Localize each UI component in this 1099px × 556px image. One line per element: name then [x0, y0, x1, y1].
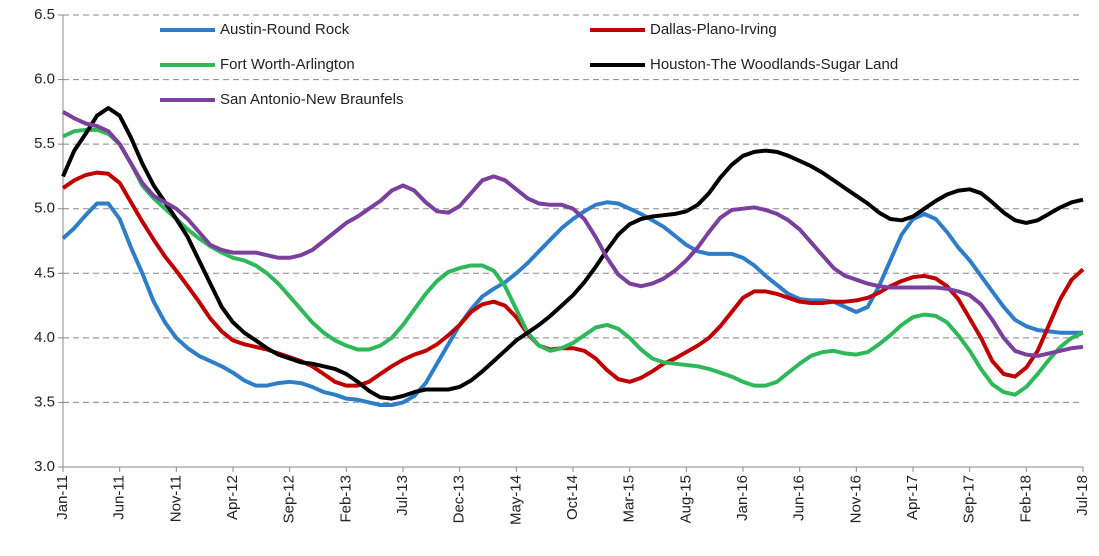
- y-tick-label: 4.0: [34, 329, 55, 346]
- legend-label: Houston-The Woodlands-Sugar Land: [650, 56, 898, 73]
- series-line: [61, 200, 1083, 407]
- y-tick-label: 3.0: [34, 458, 55, 475]
- legend-label: Austin-Round Rock: [220, 21, 350, 38]
- y-tick-label: 6.5: [34, 6, 55, 23]
- series-line: [62, 110, 1084, 358]
- series-line: [61, 170, 1085, 388]
- x-tick-label: Aug-15: [677, 475, 694, 523]
- x-tick-label: Apr-12: [224, 475, 241, 520]
- x-tick-label: Sep-12: [281, 475, 298, 523]
- legend-label: Dallas-Plano-Irving: [650, 21, 777, 38]
- x-tick-label: Jul-18: [1074, 475, 1091, 516]
- series-line: [61, 106, 1084, 401]
- x-tick-label: May-14: [507, 475, 524, 525]
- x-tick-label: Jun-11: [111, 475, 128, 520]
- y-tick-label: 5.0: [34, 200, 55, 217]
- x-tick-label: Mar-15: [621, 475, 638, 523]
- legend-label: Fort Worth-Arlington: [220, 56, 355, 73]
- x-tick-label: Feb-13: [337, 475, 354, 523]
- x-tick-label: Apr-17: [904, 475, 921, 520]
- x-tick-label: Jan-16: [734, 475, 751, 521]
- x-tick-label: Oct-14: [564, 475, 581, 520]
- x-tick-label: Jun-16: [791, 475, 808, 521]
- series-line: [62, 127, 1084, 397]
- y-tick-label: 4.5: [34, 264, 55, 281]
- legend-label: San Antonio-New Braunfels: [220, 91, 403, 108]
- x-tick-label: Feb-18: [1017, 475, 1034, 523]
- y-tick-label: 6.0: [34, 71, 55, 88]
- x-tick-label: Jul-13: [394, 475, 411, 516]
- y-tick-label: 3.5: [34, 393, 55, 410]
- x-tick-label: Nov-11: [167, 475, 184, 522]
- x-tick-label: Nov-16: [847, 475, 864, 523]
- x-tick-label: Jan-11: [54, 475, 71, 520]
- y-tick-label: 5.5: [34, 135, 55, 152]
- x-tick-label: Dec-13: [451, 475, 468, 523]
- x-tick-label: Sep-17: [961, 475, 978, 523]
